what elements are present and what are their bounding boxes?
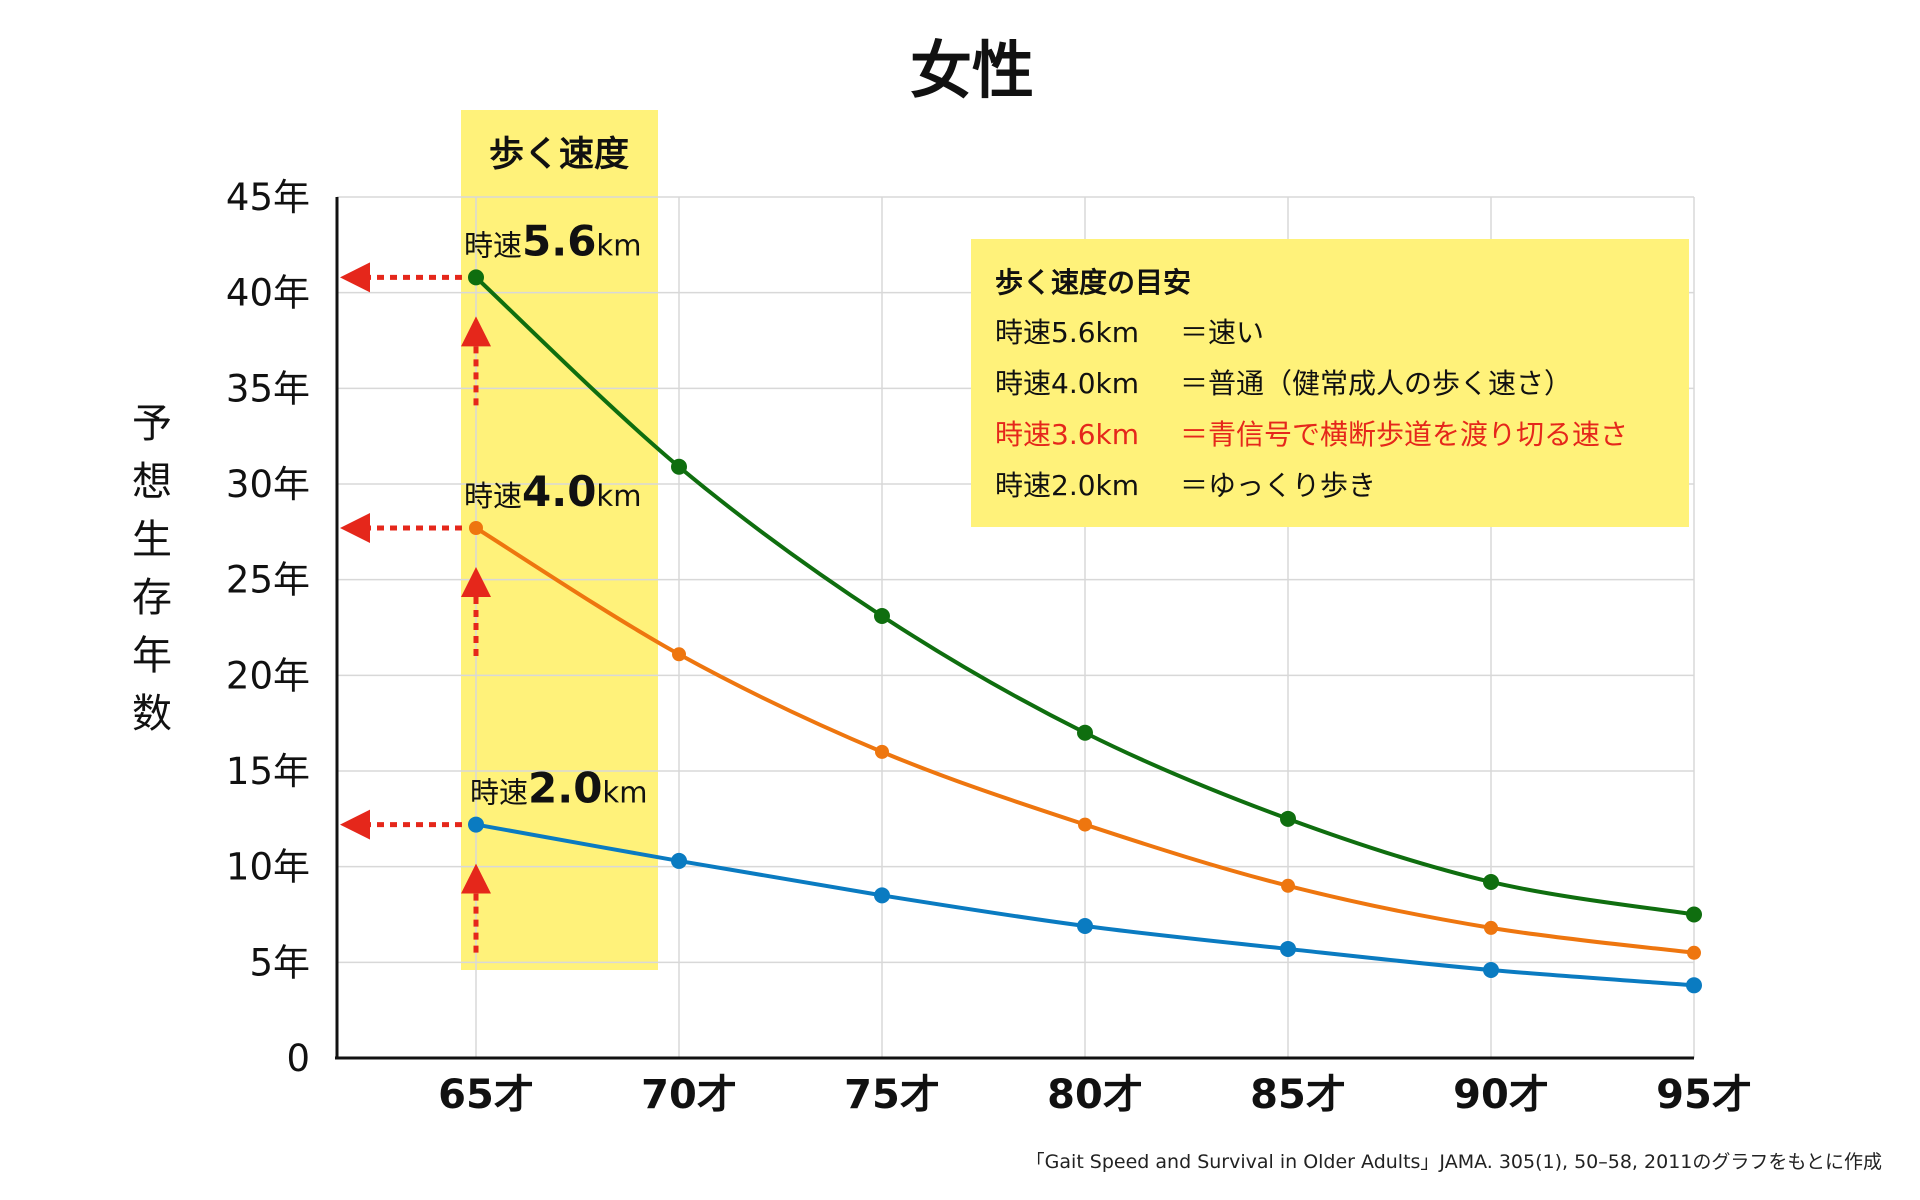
legend-item-speed: 時速5.6km — [995, 316, 1139, 349]
y-axis-label-char: 存 — [132, 575, 172, 621]
x-tick-label: 90才 — [1453, 1072, 1549, 1118]
legend-title: 歩く速度の目安 — [995, 266, 1191, 299]
x-tick-labels: 65才 70才 75才 80才 85才 90才 95才 — [438, 1072, 1752, 1118]
source-note: 「Gait Speed and Survival in Older Adults… — [1026, 1151, 1882, 1173]
data-point — [1687, 945, 1701, 960]
y-tick-label: 15年 — [226, 750, 310, 793]
speed-label: 時速4.0km — [464, 467, 641, 516]
x-tick-label: 75才 — [844, 1072, 940, 1118]
y-tick-labels: 0 5年 10年 15年 20年 25年 30年 35年 40年 45年 — [226, 176, 310, 1080]
x-tick-label: 85才 — [1250, 1072, 1346, 1118]
data-point — [1078, 817, 1092, 832]
x-tick-label: 95才 — [1656, 1072, 1752, 1118]
speed-label-unit: km — [596, 228, 641, 262]
legend-item-speed: 時速3.6km — [995, 418, 1139, 451]
y-tick-label: 40年 — [226, 272, 310, 315]
speed-label-prefix: 時速 — [470, 776, 528, 810]
data-point — [1281, 878, 1295, 893]
legend-item-speed: 時速4.0km — [995, 367, 1139, 400]
axes — [335, 197, 1694, 1060]
data-point — [468, 269, 484, 286]
speed-label-value: 2.0 — [528, 764, 602, 813]
speed-label-value: 5.6 — [522, 216, 596, 265]
legend-box — [971, 239, 1689, 527]
data-point — [1483, 873, 1499, 890]
legend-item-desc: ＝ゆっくり歩き — [1180, 469, 1376, 502]
y-tick-label: 0 — [286, 1037, 310, 1080]
x-tick-label: 80才 — [1047, 1072, 1143, 1118]
y-tick-label: 45年 — [226, 176, 310, 219]
legend-item-desc: ＝速い — [1180, 316, 1264, 349]
y-tick-label: 5年 — [249, 941, 310, 984]
x-tick-label: 65才 — [438, 1072, 534, 1118]
speed-label: 時速2.0km — [470, 764, 647, 813]
speed-label-value: 4.0 — [522, 467, 596, 516]
data-point — [1484, 920, 1498, 935]
y-axis-label-char: 想 — [132, 459, 172, 505]
data-point — [671, 852, 687, 869]
red-arrows — [340, 262, 491, 953]
y-axis-label-char: 生 — [132, 517, 172, 563]
data-point — [874, 887, 890, 904]
data-point — [468, 816, 484, 833]
speed-label-prefix: 時速 — [464, 479, 522, 513]
y-tick-label: 30年 — [226, 463, 310, 506]
data-point — [671, 458, 687, 475]
speed-label: 時速5.6km — [464, 216, 641, 265]
chart-title: 女性 — [910, 34, 1034, 107]
data-point — [1077, 724, 1093, 741]
data-point — [1077, 917, 1093, 934]
speed-label-prefix: 時速 — [464, 228, 522, 262]
data-point — [1280, 810, 1296, 827]
speed-label-unit: km — [602, 776, 647, 810]
series-lines — [468, 269, 1702, 994]
y-tick-label: 35年 — [226, 367, 310, 410]
data-point — [672, 647, 686, 662]
y-axis-label-char: 数 — [132, 691, 172, 737]
data-point — [1483, 961, 1499, 978]
band-label: 歩く速度 — [489, 135, 629, 175]
legend-item-desc: ＝普通（健常成人の歩く速さ） — [1180, 367, 1572, 400]
data-point — [1686, 977, 1702, 994]
y-axis-label-char: 年 — [132, 633, 172, 679]
y-tick-label: 25年 — [226, 559, 310, 602]
y-tick-label: 20年 — [226, 654, 310, 697]
y-tick-label: 10年 — [226, 846, 310, 889]
y-axis-label-char: 予 — [132, 401, 172, 447]
data-point — [875, 744, 889, 759]
x-tick-label: 70才 — [641, 1072, 737, 1118]
speed-label-unit: km — [596, 479, 641, 513]
data-point — [874, 608, 890, 625]
data-point — [1280, 940, 1296, 957]
data-point — [469, 521, 483, 536]
legend-item-speed: 時速2.0km — [995, 469, 1139, 502]
legend-item-desc: ＝青信号で横断歩道を渡り切る速さ — [1180, 418, 1628, 451]
data-point — [1686, 906, 1702, 923]
